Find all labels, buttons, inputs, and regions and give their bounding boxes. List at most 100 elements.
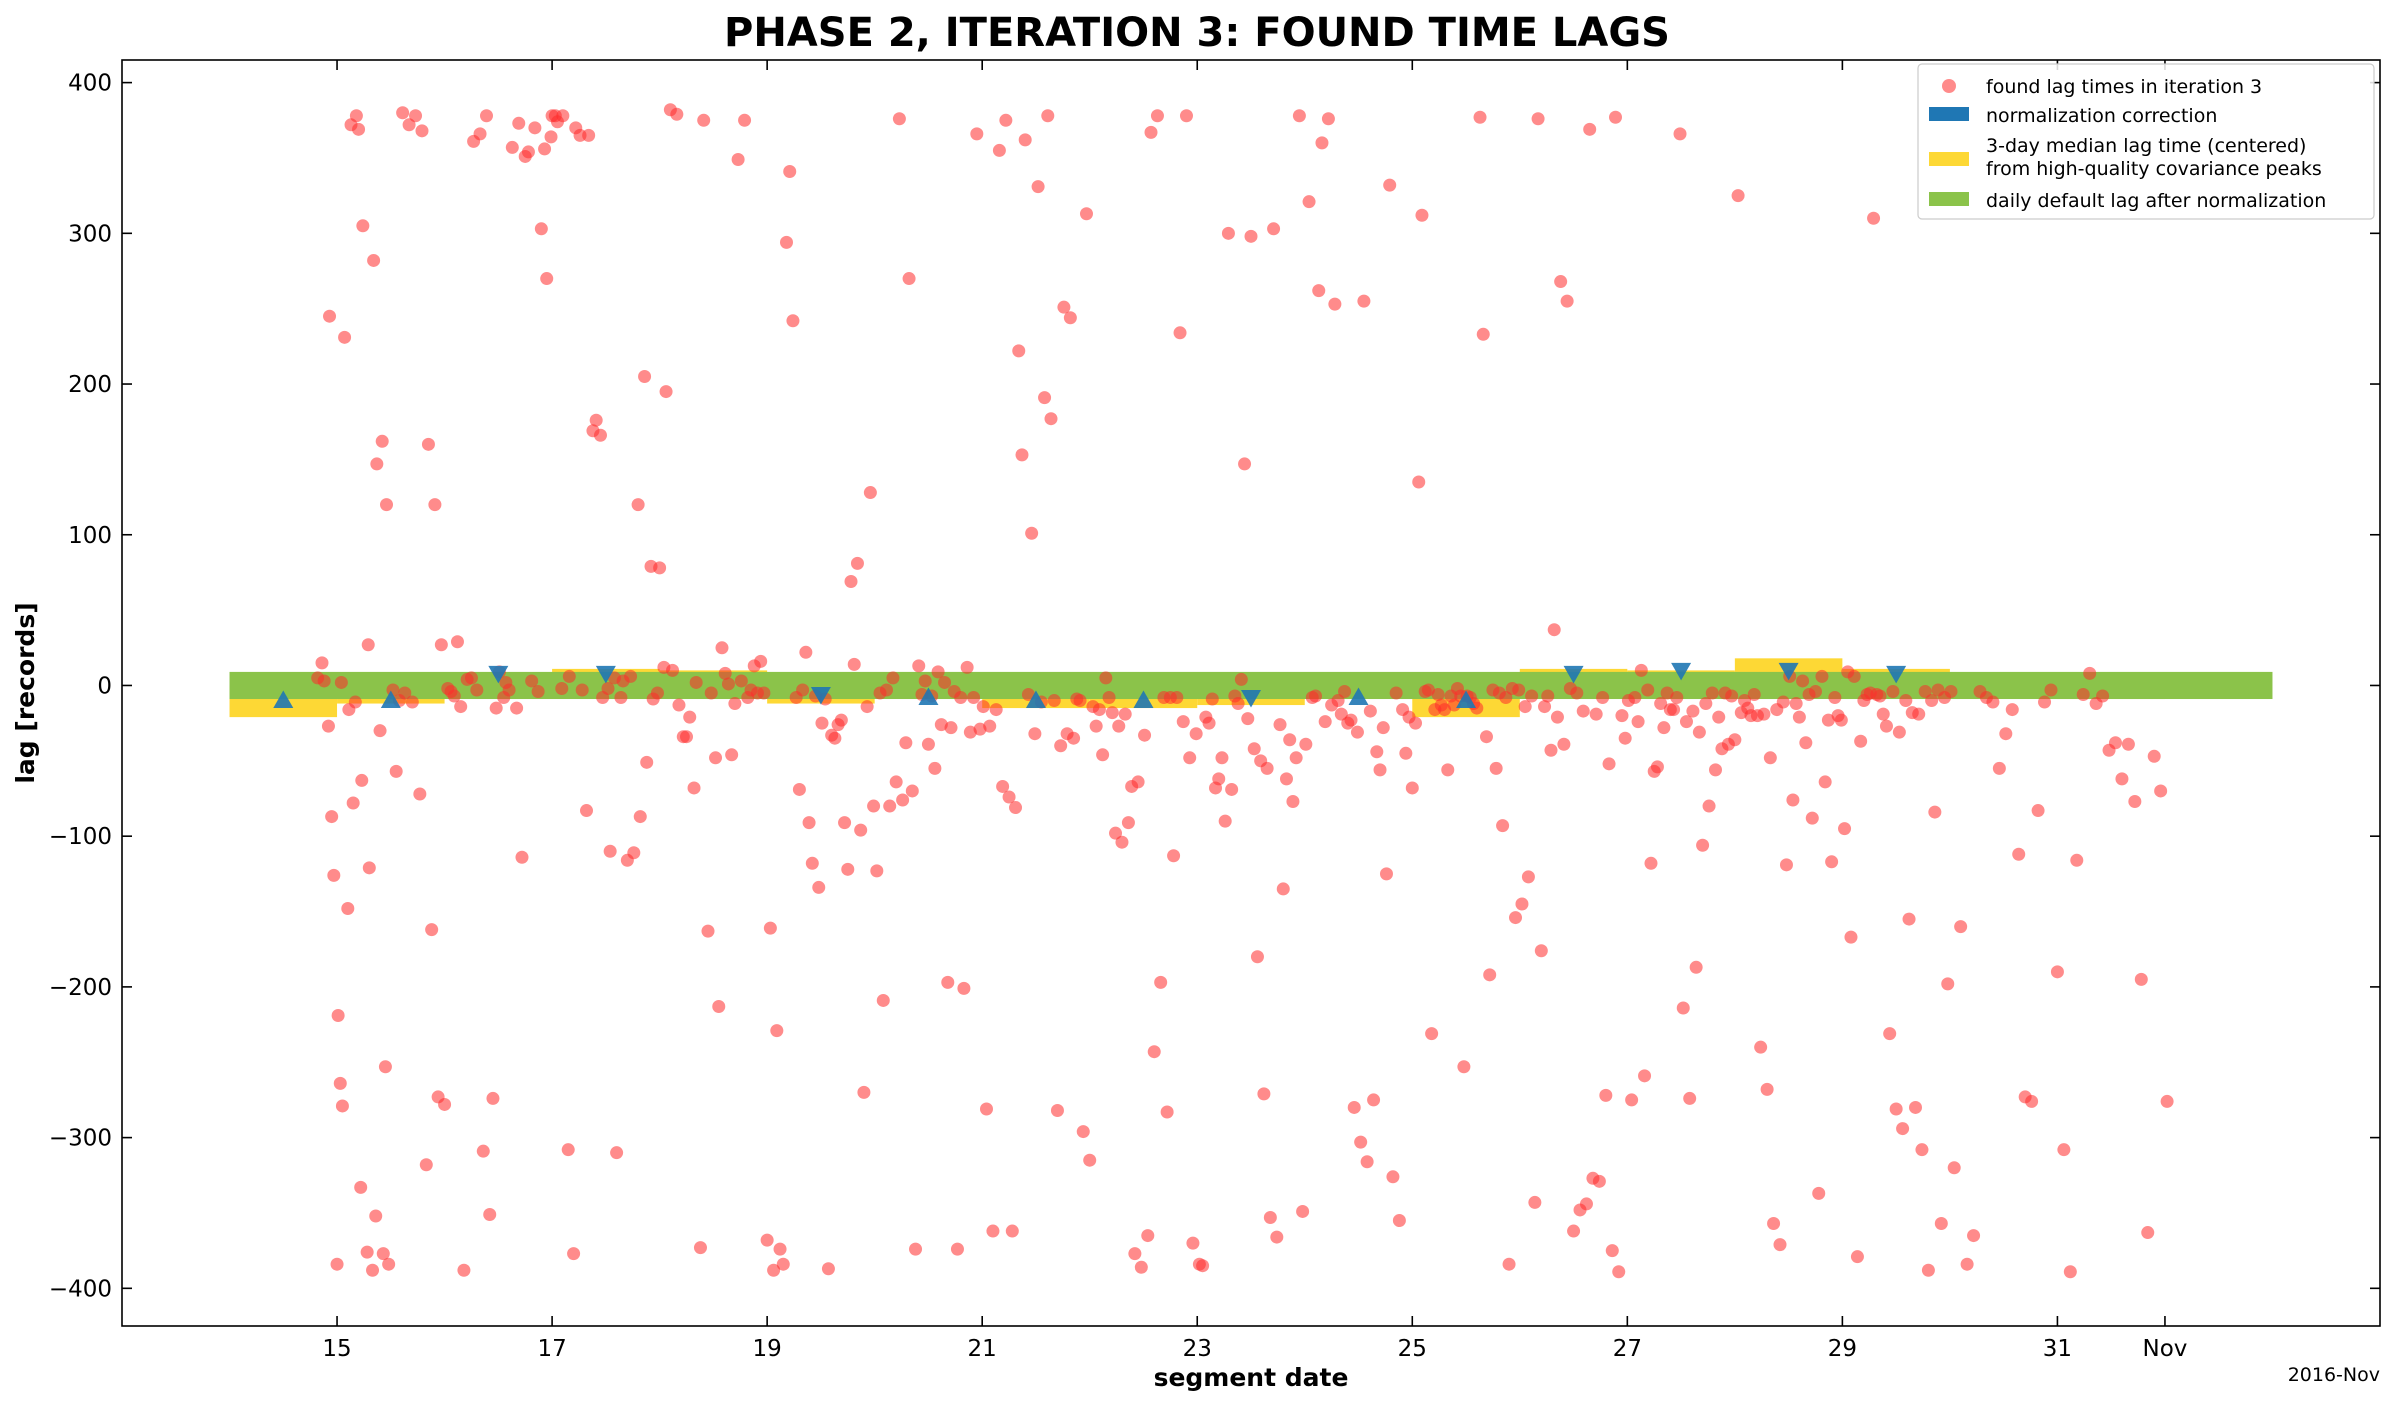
lag-point [921,737,935,751]
lag-point [776,1257,790,1271]
lag-point [627,846,641,860]
lag-point [402,118,416,132]
lag-point [1692,725,1706,739]
lag-point [1138,728,1152,742]
lag-point [757,686,771,700]
lag-point [783,165,797,179]
lag-point [1047,694,1061,708]
lag-point [1054,739,1068,753]
lag-point [1654,697,1668,711]
lag-point [1196,1259,1210,1273]
lag-point [1089,719,1103,733]
lag-point [2076,688,2090,702]
lag-point [438,1097,452,1111]
lag-point [1912,707,1926,721]
lag-point [1489,761,1503,775]
lag-point [510,701,524,715]
lag-point [844,574,858,588]
lag-point [767,1263,781,1277]
lag-point [1267,222,1281,236]
lag-point [1457,1060,1471,1074]
lag-point [380,498,394,512]
lag-point [2025,1094,2039,1108]
lag-point [2096,689,2110,703]
x-offset-label: 2016-Nov [2288,1364,2380,1386]
lag-point [841,862,855,876]
lag-point [704,686,718,700]
lag-point [355,773,369,787]
lag-point [1179,109,1193,123]
lag-point [1889,1102,1903,1116]
lag-point [1141,1229,1155,1243]
lag-point [428,498,442,512]
lag-point [596,691,610,705]
lag-point [1389,686,1403,700]
lag-point [889,775,903,789]
lag-point [1131,775,1145,789]
lag-point [2063,1265,2077,1279]
lag-point [1986,695,2000,709]
x-tick-label-6: 27 [1613,1336,1642,1362]
lag-point [1331,694,1345,708]
lag-point [860,700,874,714]
lag-point [1276,882,1290,896]
lag-point [2044,683,2058,697]
lag-point [376,1247,390,1261]
lag-point [1318,715,1332,729]
x-tick-label-2: 19 [753,1336,782,1362]
lag-point [999,113,1013,127]
lag-point [1302,195,1316,209]
lag-point [1328,297,1342,311]
lag-point [970,127,984,141]
lag-point [1502,1257,1516,1271]
lag-point [375,434,389,448]
lag-point [369,1209,383,1223]
lag-point [879,683,893,697]
normalization-marker-3 [595,665,616,684]
lag-point [1189,727,1203,741]
lag-point [1844,930,1858,944]
lag-point [419,1158,433,1172]
lag-point [1567,1224,1581,1238]
legend-median-swatch [1929,152,1969,166]
lag-point [1550,710,1564,724]
y-tick-label-6: −200 [49,975,112,1001]
y-tick-label-2: 200 [68,372,112,398]
lag-point [1670,691,1684,705]
lag-point [398,686,412,700]
lag-point [1867,211,1881,225]
lag-point [1228,689,1242,703]
lag-point [1112,719,1126,733]
lag-point [580,804,594,818]
lag-point [1399,746,1413,760]
lag-point [331,1009,345,1023]
lag-point [1250,950,1264,964]
lag-point [1360,1155,1374,1169]
lag-point [1386,1170,1400,1184]
y-tick-label-4: 0 [97,673,112,699]
lag-point [534,222,548,236]
lag-point [1021,688,1035,702]
lag-point [1421,683,1435,697]
lag-point [2141,1226,2155,1240]
lag-point [1676,1001,1690,1015]
lag-point [1702,799,1716,813]
lag-point [555,681,569,695]
lag-point [892,112,906,126]
lag-point [899,736,913,750]
lag-point [544,130,558,144]
lag-point [1289,751,1303,765]
lag-point [473,127,487,141]
normalization-marker-8 [1241,690,1261,708]
lag-point [1634,663,1648,677]
lag-point [450,635,464,649]
lag-point [770,1024,784,1038]
lag-point [1583,122,1597,136]
lag-point [1409,716,1423,730]
lag-point [1812,1186,1826,1200]
lag-point [382,1257,396,1271]
lag-point [548,109,562,123]
lag-point [963,725,977,739]
lag-point [2108,736,2122,750]
lag-point [1373,763,1387,777]
